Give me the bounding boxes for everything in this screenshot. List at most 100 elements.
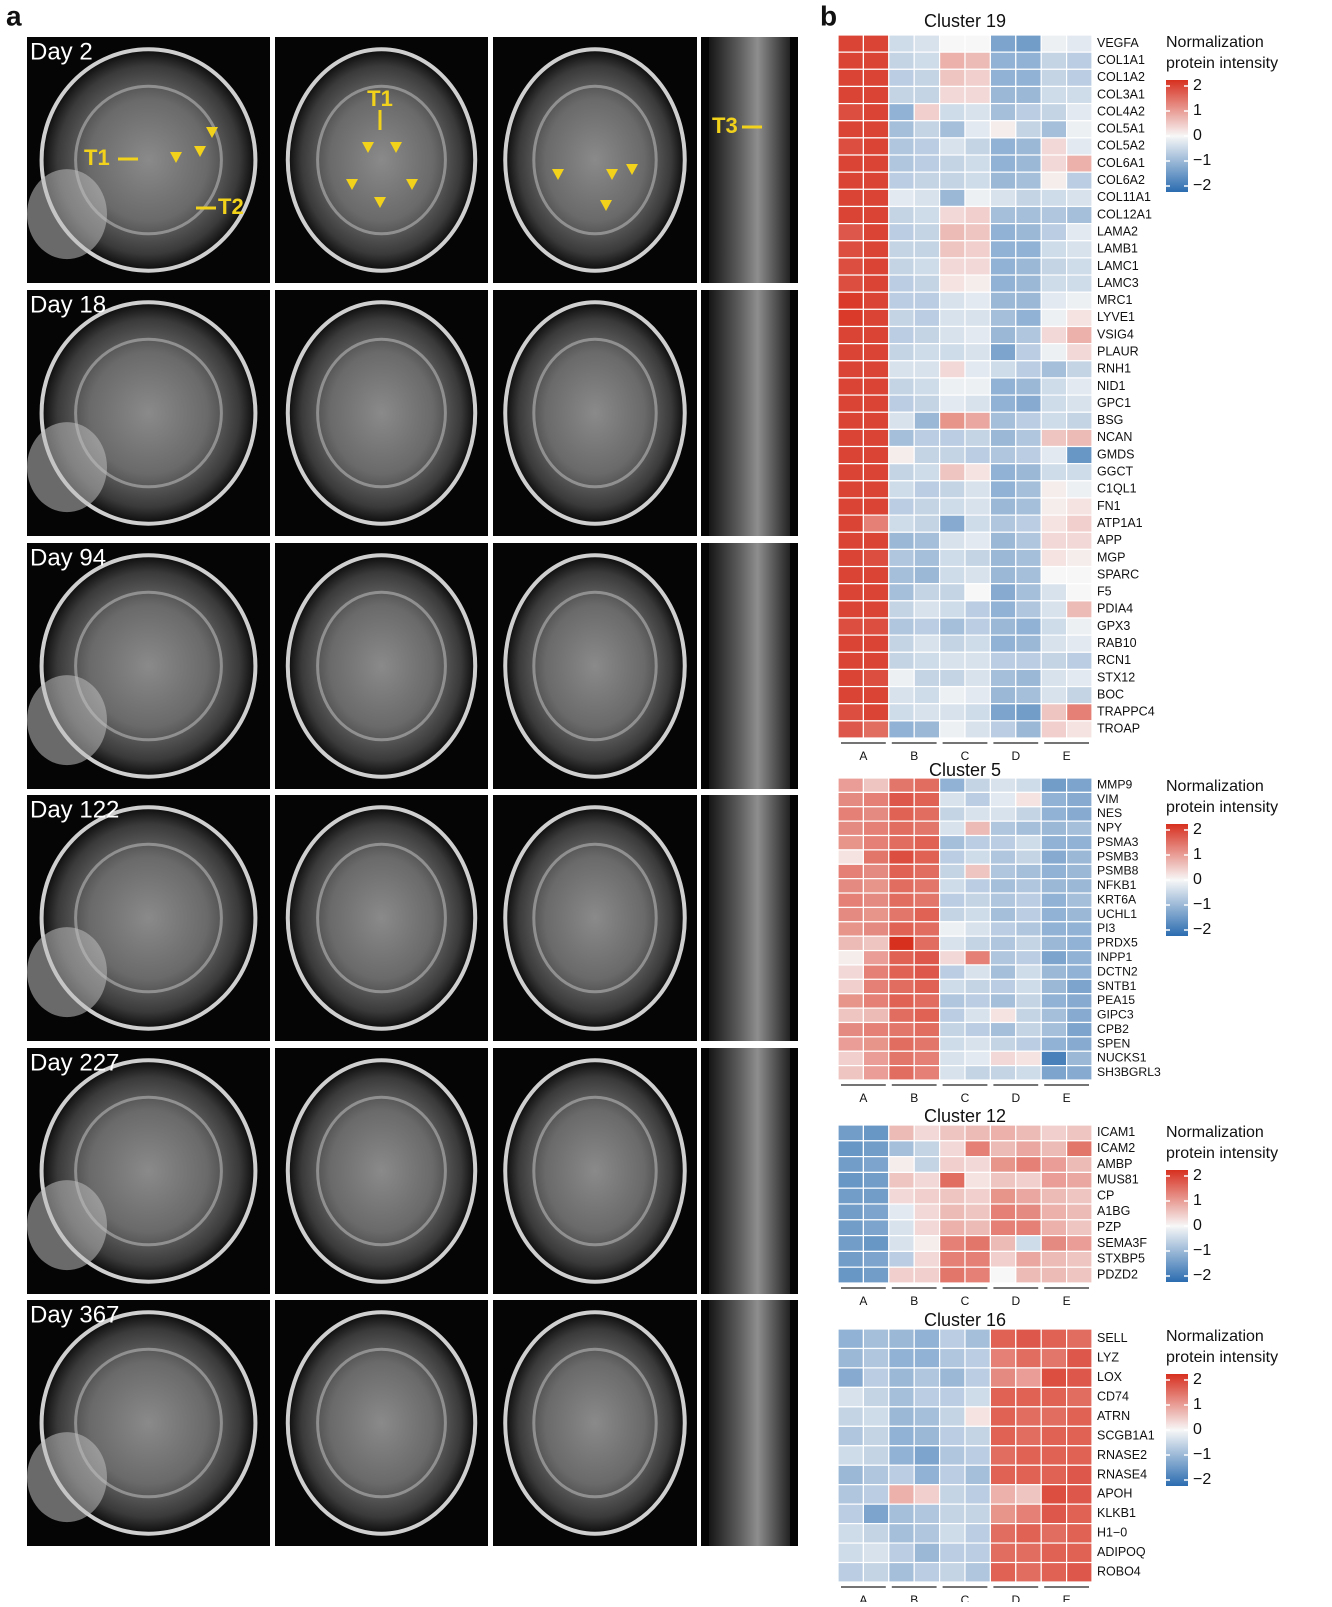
heatmap-cell [863, 52, 888, 69]
heatmap-cell [1067, 965, 1092, 979]
heatmap-cell [889, 994, 914, 1008]
heatmap-cell [990, 258, 1015, 275]
heatmap-cell [838, 1465, 863, 1484]
heatmap-cell [940, 1387, 965, 1406]
heatmap-cell [1016, 1157, 1041, 1173]
heatmap-cell [838, 549, 863, 566]
heatmap-cell [863, 618, 888, 635]
heatmap-cell [940, 258, 965, 275]
colorbar-tick-label: −2 [1193, 921, 1211, 938]
heatmap-cell [863, 792, 888, 806]
heatmap-cell [990, 447, 1015, 464]
heatmap-cell [863, 1051, 888, 1065]
heatmap-cell [1016, 1407, 1041, 1426]
heatmap-cell [1016, 1037, 1041, 1051]
heatmap-cell [940, 447, 965, 464]
heatmap-cell [838, 309, 863, 326]
row-label: VSIG4 [1097, 327, 1134, 341]
head-outline [505, 49, 685, 270]
heatmap-cell [1041, 361, 1066, 378]
colorbar-tick-label: −2 [1193, 177, 1211, 194]
heatmap-cell [863, 241, 888, 258]
heatmap-cell [940, 35, 965, 52]
heatmap-cell [1067, 1524, 1092, 1543]
heatmap-cell [965, 52, 990, 69]
heatmap-cell [1067, 907, 1092, 921]
heatmap-cell [990, 1368, 1015, 1387]
heatmap-cell [1041, 601, 1066, 618]
heatmap-cell [914, 481, 939, 498]
group-label: E [1063, 749, 1071, 763]
heatmap-cell [1016, 309, 1041, 326]
group-label: C [961, 1593, 970, 1602]
heatmap-cell [914, 807, 939, 821]
heatmap-cell [889, 1022, 914, 1036]
heatmap-cell [1016, 1465, 1041, 1484]
heatmap-cell [990, 1188, 1015, 1204]
heatmap-cell [1016, 1524, 1041, 1543]
heatmap-cell [1041, 965, 1066, 979]
heatmap-cell [889, 464, 914, 481]
heatmap-cell [863, 601, 888, 618]
heatmap-cell [990, 1563, 1015, 1582]
heatmap-cell [838, 584, 863, 601]
heatmap-cell [863, 979, 888, 993]
heatmap-cell [863, 309, 888, 326]
heatmap-cell [838, 821, 863, 835]
heatmap-cell [940, 836, 965, 850]
heatmap-cell [1016, 1543, 1041, 1562]
heatmap-cell [1016, 1348, 1041, 1367]
heatmap-cell [1016, 669, 1041, 686]
heatmap-cell [889, 618, 914, 635]
row-label: RNASE4 [1097, 1467, 1147, 1481]
heatmap-cell [940, 326, 965, 343]
heatmap-cell [965, 532, 990, 549]
legend-title: Normalization [1166, 1328, 1264, 1345]
heatmap-cell [838, 669, 863, 686]
heatmap-cell [1067, 850, 1092, 864]
heatmap-cell [838, 1204, 863, 1220]
spine-image [709, 37, 790, 283]
heatmap-cell [863, 936, 888, 950]
heatmap-cell [863, 1157, 888, 1173]
heatmap-cell [1067, 52, 1092, 69]
heatmap-cell [965, 361, 990, 378]
heatmap-cell [838, 69, 863, 86]
heatmap-cell [940, 292, 965, 309]
heatmap-cell [914, 241, 939, 258]
heatmap-cell [914, 1172, 939, 1188]
heatmap-cell [1067, 1543, 1092, 1562]
heatmap-cell [1016, 35, 1041, 52]
spine-image [709, 1300, 790, 1546]
heatmap-cell [940, 792, 965, 806]
heatmap-cell [838, 206, 863, 223]
heatmap-cell [1067, 879, 1092, 893]
heatmap-cell [1041, 951, 1066, 965]
heatmap-cell [940, 979, 965, 993]
heatmap-cell [1067, 1037, 1092, 1051]
heatmap-cell [1016, 275, 1041, 292]
heatmap-cell [1016, 618, 1041, 635]
row-label: PSMB3 [1097, 849, 1139, 863]
heatmap-cell [990, 1485, 1015, 1504]
heatmap-cell [889, 498, 914, 515]
heatmap-cell [1016, 429, 1041, 446]
heatmap-cell [990, 584, 1015, 601]
heatmap-cell [889, 326, 914, 343]
heatmap-cell [1041, 893, 1066, 907]
spine-image [709, 290, 790, 536]
row-label: GPC1 [1097, 396, 1131, 410]
heatmap-cell [914, 69, 939, 86]
heatmap-cell [940, 807, 965, 821]
heatmap-cell [940, 189, 965, 206]
heatmap-cell [1016, 922, 1041, 936]
head-outline [505, 1060, 685, 1281]
heatmap-cell [1067, 807, 1092, 821]
heatmap-cell [889, 138, 914, 155]
heatmap-cell [1041, 687, 1066, 704]
heatmap-cell [965, 189, 990, 206]
row-label: PEA15 [1097, 993, 1135, 1007]
heatmap-cell [863, 850, 888, 864]
heatmap-cell [863, 778, 888, 792]
heatmap-cell [990, 121, 1015, 138]
